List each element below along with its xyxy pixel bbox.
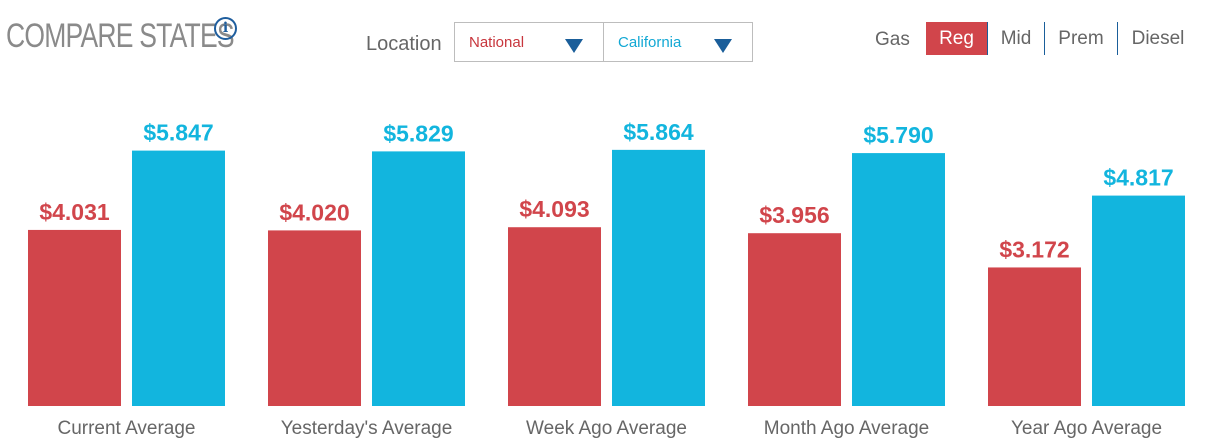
bar-national-0 — [28, 229, 121, 406]
bar-national-4 — [988, 267, 1081, 406]
category-label-2: Week Ago Average — [526, 418, 687, 439]
location-select-state-value: California — [618, 34, 682, 51]
value-label-california-4: $4.817 — [1103, 165, 1173, 191]
location-select-national-value: National — [469, 34, 525, 51]
gas-label: Gas — [875, 29, 910, 50]
category-label-3: Month Ago Average — [764, 418, 930, 439]
bar-california-3 — [852, 153, 945, 406]
gas-option-diesel[interactable]: Diesel — [1118, 22, 1198, 55]
gas-option-prem[interactable]: Prem — [1045, 22, 1117, 55]
page-title: COMPARE STATES — [6, 17, 235, 55]
bar-california-2 — [612, 149, 705, 406]
caret-down-icon — [565, 39, 583, 53]
bar-national-3 — [748, 233, 841, 406]
category-label-0: Current Average — [57, 418, 195, 439]
bar-california-0 — [132, 150, 225, 406]
value-label-national-1: $4.020 — [279, 199, 349, 225]
value-label-national-2: $4.093 — [519, 196, 589, 222]
gas-separator — [1044, 22, 1045, 55]
value-label-california-0: $5.847 — [143, 120, 213, 146]
bar-california-4 — [1092, 195, 1185, 406]
category-label-1: Yesterday's Average — [281, 418, 453, 439]
bar-california-1 — [372, 151, 465, 406]
gas-option-reg[interactable]: Reg — [926, 22, 987, 55]
location-select-state[interactable]: California — [603, 22, 753, 62]
value-label-california-2: $5.864 — [623, 119, 694, 145]
value-label-california-1: $5.829 — [383, 120, 453, 146]
gas-separator — [1117, 22, 1118, 55]
info-icon[interactable]: i — [214, 17, 237, 40]
value-label-california-3: $5.790 — [863, 122, 933, 148]
gas-option-mid[interactable]: Mid — [988, 22, 1044, 55]
category-label-4: Year Ago Average — [1011, 418, 1162, 439]
location-select-national[interactable]: National — [454, 22, 604, 62]
gas-separator — [987, 22, 988, 55]
caret-down-icon — [714, 39, 732, 53]
value-label-national-3: $3.956 — [759, 202, 829, 228]
value-label-national-0: $4.031 — [39, 199, 110, 225]
value-label-national-4: $3.172 — [999, 236, 1069, 262]
bar-national-1 — [268, 230, 361, 406]
location-label: Location — [366, 33, 442, 55]
bar-national-2 — [508, 227, 601, 406]
